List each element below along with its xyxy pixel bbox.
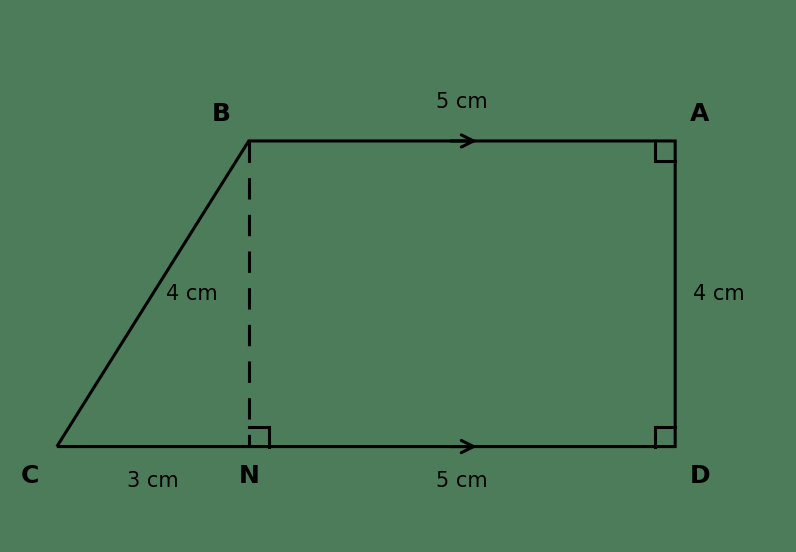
Text: 3 cm: 3 cm xyxy=(127,471,178,491)
Text: A: A xyxy=(690,102,710,126)
Text: D: D xyxy=(690,464,710,489)
Text: N: N xyxy=(238,464,259,489)
Text: B: B xyxy=(213,102,232,126)
Text: 5 cm: 5 cm xyxy=(436,471,488,491)
Text: 5 cm: 5 cm xyxy=(436,92,488,112)
Text: C: C xyxy=(21,464,39,489)
Text: 4 cm: 4 cm xyxy=(693,284,745,304)
Text: 4 cm: 4 cm xyxy=(166,284,217,304)
